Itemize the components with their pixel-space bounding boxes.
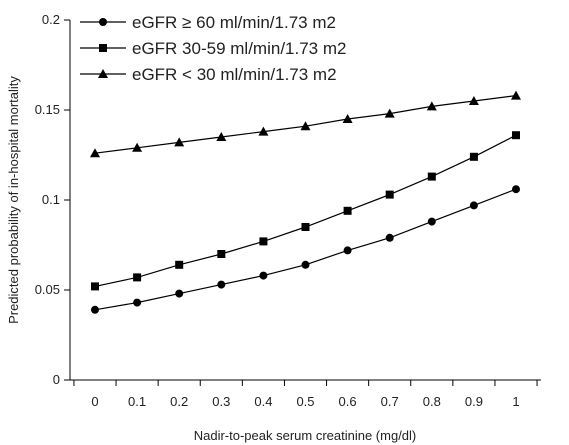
y-tick-label: 0.15 [35, 102, 60, 117]
data-point [469, 152, 478, 161]
x-tick-label: 0.5 [296, 394, 314, 409]
legend-label: eGFR ≥ 60 ml/min/1.73 m2 [132, 13, 336, 32]
y-tick-label: 0.2 [42, 12, 60, 27]
data-point [343, 246, 352, 255]
data-point [174, 137, 185, 147]
x-tick-label: 0.2 [170, 394, 188, 409]
chart-legend: eGFR ≥ 60 ml/min/1.73 m2 eGFR 30-59 ml/mi… [80, 13, 346, 84]
chart-axes: 0 0.05 0.1 0.15 0.2 0 0.1 0.2 0.3 0.4 0.5 0.6 0.7 0.8… [35, 12, 541, 409]
x-tick-label: 0.9 [465, 394, 483, 409]
x-tick-label: 0.7 [381, 394, 399, 409]
data-point [175, 289, 184, 298]
y-tick-label: 0 [53, 372, 60, 387]
data-point [385, 190, 394, 199]
data-point [216, 132, 227, 141]
data-point [384, 108, 395, 118]
data-point [511, 90, 521, 100]
data-point [469, 201, 478, 210]
data-point [300, 121, 311, 131]
legend-entry: eGFR 30-59 ml/min/1.73 m2 [80, 39, 346, 58]
legend-label: eGFR < 30 ml/min/1.73 m2 [132, 65, 337, 84]
x-tick-label: 0.8 [423, 394, 441, 409]
series-square [91, 131, 520, 291]
x-tick-label: 0.3 [212, 394, 230, 409]
data-point [301, 260, 310, 269]
data-point [301, 223, 310, 231]
x-tick-label: 0.1 [128, 394, 146, 409]
data-point [90, 148, 100, 158]
y-tick-label: 0.1 [42, 192, 60, 207]
data-point [217, 280, 226, 289]
x-tick-label: 0 [91, 394, 98, 409]
data-point [175, 260, 184, 269]
data-point [259, 271, 268, 280]
data-point [259, 237, 268, 246]
chart-series [90, 90, 521, 314]
data-point [342, 114, 353, 123]
data-point [91, 305, 99, 314]
data-point [426, 101, 437, 111]
legend-entry: eGFR < 30 ml/min/1.73 m2 [80, 65, 337, 84]
data-point [427, 172, 436, 181]
x-tick-label: 0.6 [339, 394, 357, 409]
data-point [133, 298, 142, 307]
series-circle [91, 185, 520, 314]
data-point [512, 131, 520, 140]
y-axis-label: Predicted probability of in-hospital mor… [6, 76, 21, 324]
legend-marker [99, 18, 107, 26]
legend-label: eGFR 30-59 ml/min/1.73 m2 [132, 39, 346, 58]
data-point [468, 96, 479, 105]
y-tick-label: 0.05 [35, 282, 60, 297]
series-line [94, 188, 517, 311]
data-point [258, 126, 269, 136]
legend-entry: eGFR ≥ 60 ml/min/1.73 m2 [80, 13, 336, 32]
series-triangle [90, 90, 521, 158]
data-point [512, 185, 520, 194]
data-point [133, 273, 142, 282]
data-point [217, 250, 226, 258]
data-point [132, 142, 143, 152]
data-point [385, 233, 394, 242]
legend-marker [99, 44, 107, 52]
x-tick-label: 1 [512, 394, 519, 409]
x-tick-label: 0.4 [254, 394, 272, 409]
data-point [91, 282, 99, 291]
data-point [343, 206, 352, 215]
data-point [427, 217, 436, 226]
legend-marker [98, 69, 108, 78]
x-axis-label: Nadir-to-peak serum creatinine (mg/dl) [194, 428, 417, 443]
